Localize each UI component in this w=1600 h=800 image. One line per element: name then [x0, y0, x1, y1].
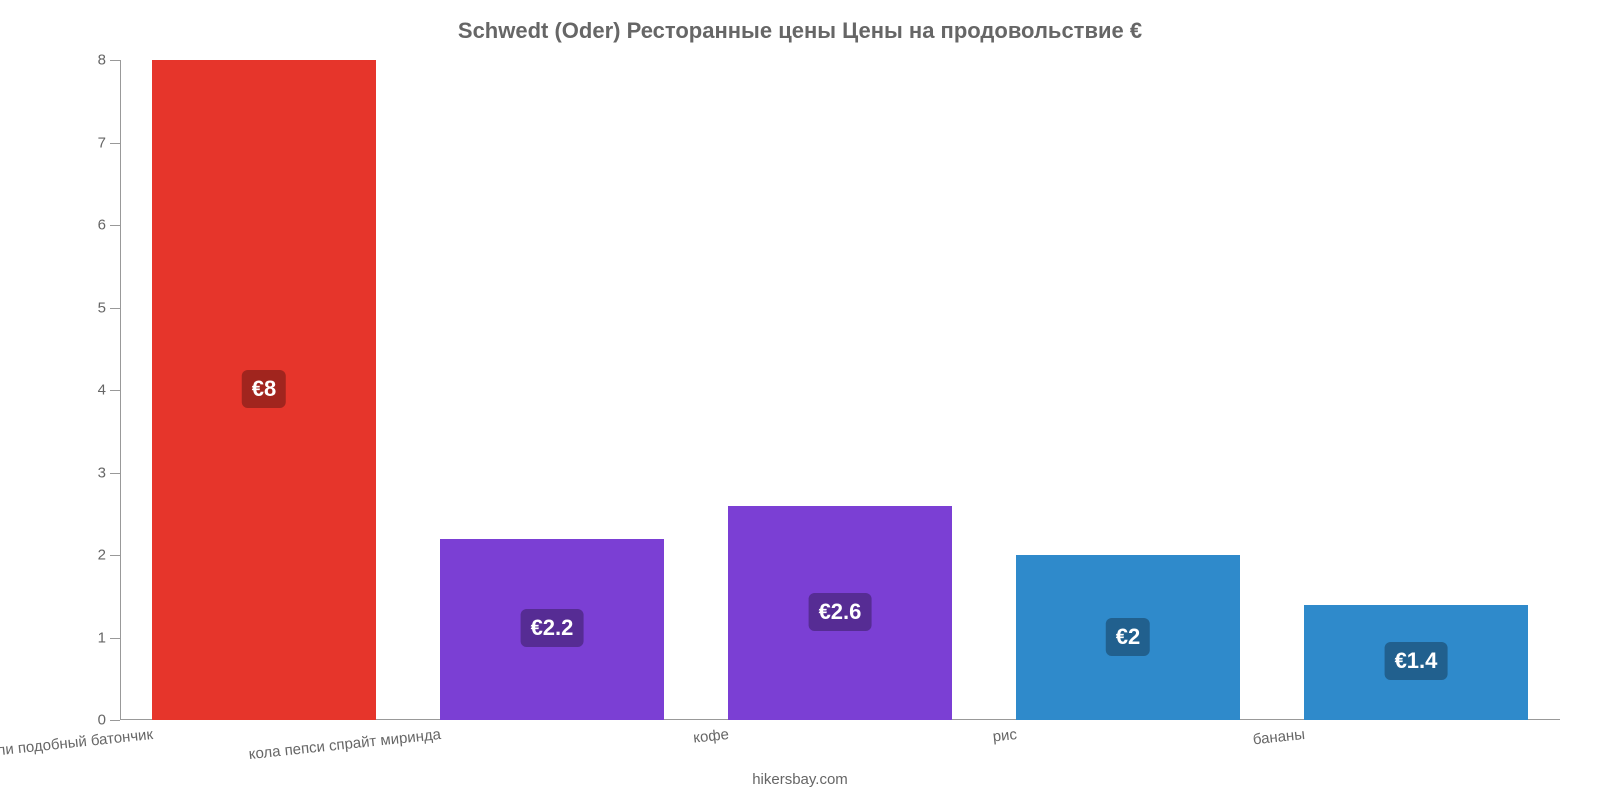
- bar-value-label: €8: [242, 370, 286, 408]
- y-tick: [110, 555, 120, 556]
- plot-area: 012345678 €8€2.2€2.6€2€1.4 mac burger ki…: [120, 60, 1560, 720]
- bar-value-label: €2: [1106, 618, 1150, 656]
- y-tick: [110, 638, 120, 639]
- y-tick: [110, 60, 120, 61]
- y-tick: [110, 143, 120, 144]
- y-tick: [110, 390, 120, 391]
- y-tick-label: 6: [98, 217, 106, 234]
- y-tick-label: 8: [98, 52, 106, 69]
- y-tick-label: 1: [98, 629, 106, 646]
- bar: €2.2: [440, 539, 665, 721]
- bar-value-label: €1.4: [1385, 642, 1448, 680]
- x-category-label: кола пепси спрайт миринда: [248, 726, 442, 763]
- y-tick-label: 7: [98, 134, 106, 151]
- chart-title: Schwedt (Oder) Ресторанные цены Цены на …: [0, 18, 1600, 44]
- bar: €2.6: [728, 506, 953, 721]
- bar: €1.4: [1304, 605, 1529, 721]
- y-tick-label: 4: [98, 382, 106, 399]
- y-tick-label: 3: [98, 464, 106, 481]
- y-tick-label: 5: [98, 299, 106, 316]
- x-category-label: mac burger king или подобный батончик: [0, 726, 153, 772]
- attribution-text: hikersbay.com: [0, 771, 1600, 788]
- y-axis: [120, 60, 121, 720]
- bar-value-label: €2.6: [809, 593, 872, 631]
- bar: €8: [152, 60, 377, 720]
- bar: €2: [1016, 555, 1241, 720]
- y-tick: [110, 225, 120, 226]
- y-tick: [110, 308, 120, 309]
- y-tick-label: 2: [98, 547, 106, 564]
- x-category-label: кофе: [692, 726, 729, 747]
- y-tick-label: 0: [98, 712, 106, 729]
- x-category-label: бананы: [1252, 726, 1306, 748]
- y-tick: [110, 473, 120, 474]
- y-tick: [110, 720, 120, 721]
- x-category-label: рис: [992, 726, 1018, 745]
- bar-value-label: €2.2: [521, 609, 584, 647]
